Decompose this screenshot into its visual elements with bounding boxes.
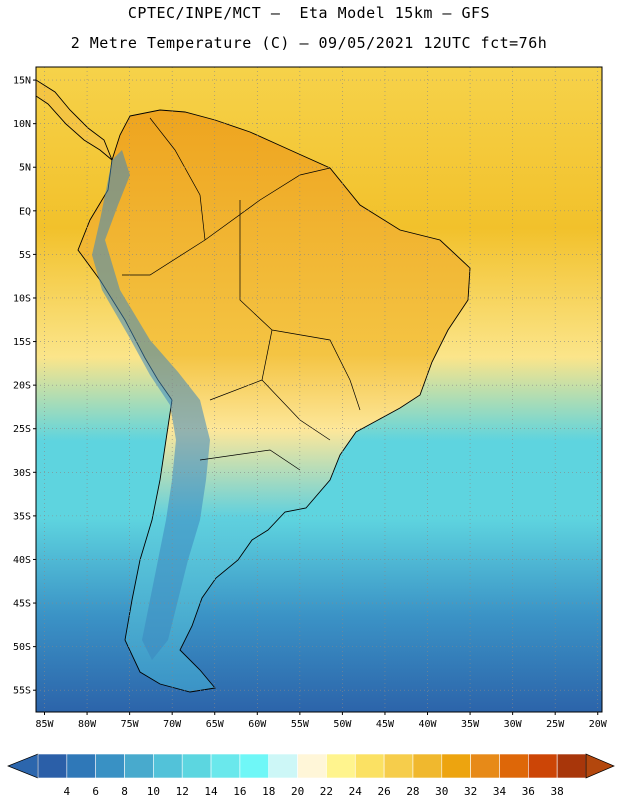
colorbar-label: 24: [349, 785, 363, 798]
lat-label: 45S: [13, 599, 31, 610]
colorbar-label: 12: [176, 785, 189, 798]
colorbar-arrow-left: [7, 753, 39, 779]
colorbar-label: 30: [435, 785, 448, 798]
colorbar-swatch: [153, 753, 183, 779]
lat-label: 20S: [13, 381, 31, 392]
map-area: [36, 67, 602, 712]
lat-label: 15S: [13, 337, 31, 348]
colorbar-swatch: [66, 753, 96, 779]
lon-label: 45W: [376, 719, 395, 730]
lat-label: EQ: [19, 206, 31, 217]
colorbar-swatch: [37, 753, 68, 779]
andes-band: [92, 150, 210, 660]
lon-label: 30W: [504, 719, 523, 730]
colorbar-label: 6: [92, 785, 99, 798]
lon-label: 75W: [121, 719, 140, 730]
lat-label: 10S: [13, 293, 31, 304]
lon-label: 35W: [461, 719, 480, 730]
colorbar-swatch: [210, 753, 241, 779]
colorbar-label: 28: [406, 785, 419, 798]
colorbar-label: 36: [522, 785, 535, 798]
colorbar-label: 34: [493, 785, 507, 798]
title-line-1: CPTEC/INPE/MCT – Eta Model 15km – GFS: [127, 4, 491, 22]
lat-label: 50S: [13, 642, 31, 653]
colorbar-swatch: [470, 753, 500, 779]
colorbar-label: 8: [121, 785, 128, 798]
title-line-2: 2 Metre Temperature (C) – 09/05/2021 12U…: [70, 34, 548, 52]
colorbar-label: 26: [377, 785, 390, 798]
colorbar-swatch: [326, 753, 356, 779]
colorbar-label: 22: [320, 785, 333, 798]
lat-label: 15N: [13, 76, 31, 87]
colorbar-swatch: [95, 753, 125, 779]
colorbar-swatch: [354, 753, 385, 779]
colorbar-swatch: [412, 753, 443, 779]
map-frame: [35, 66, 603, 713]
lat-label: 5N: [19, 163, 31, 174]
colorbar-swatch: [181, 753, 212, 779]
lat-label: 55S: [13, 686, 31, 697]
lon-label: 50W: [333, 719, 352, 730]
colorbar-swatch: [124, 753, 154, 779]
lat-label: 30S: [13, 468, 31, 479]
central-america-landmass: [36, 79, 113, 161]
colorbar-label: 10: [147, 785, 160, 798]
lat-label: 5S: [19, 250, 31, 261]
colorbar-swatch: [239, 753, 270, 779]
lon-label: 85W: [35, 719, 54, 730]
colorbar-swatch: [499, 753, 529, 779]
lon-label: 60W: [248, 719, 267, 730]
colorbar-swatch: [528, 753, 558, 779]
colorbar-label: 32: [464, 785, 477, 798]
lon-label: 70W: [163, 719, 182, 730]
lat-label: 35S: [13, 511, 31, 522]
colorbar-swatch: [297, 753, 327, 779]
lat-label: 40S: [13, 555, 31, 566]
colorbar-swatch: [556, 753, 587, 779]
colorbar-label: 20: [291, 785, 304, 798]
lon-label: 80W: [78, 719, 97, 730]
country-borders: [122, 117, 361, 471]
colorbar-label: 4: [64, 785, 71, 798]
lon-label: 65W: [206, 719, 225, 730]
colorbar-swatch: [268, 753, 298, 779]
colorbar-arrow-right: [585, 753, 615, 779]
colorbar-label: 16: [233, 785, 246, 798]
colorbar-label: 18: [262, 785, 275, 798]
colorbar-label: 14: [204, 785, 218, 798]
lon-label: 40W: [418, 719, 437, 730]
lat-label: 25S: [13, 424, 31, 435]
lon-label: 55W: [291, 719, 310, 730]
colorbar-swatch: [383, 753, 414, 779]
colorbar-swatch: [441, 753, 471, 779]
lon-label: 20W: [589, 719, 608, 730]
lon-label: 25W: [546, 719, 565, 730]
lat-label: 10N: [13, 119, 31, 130]
colorbar-label: 38: [551, 785, 564, 798]
